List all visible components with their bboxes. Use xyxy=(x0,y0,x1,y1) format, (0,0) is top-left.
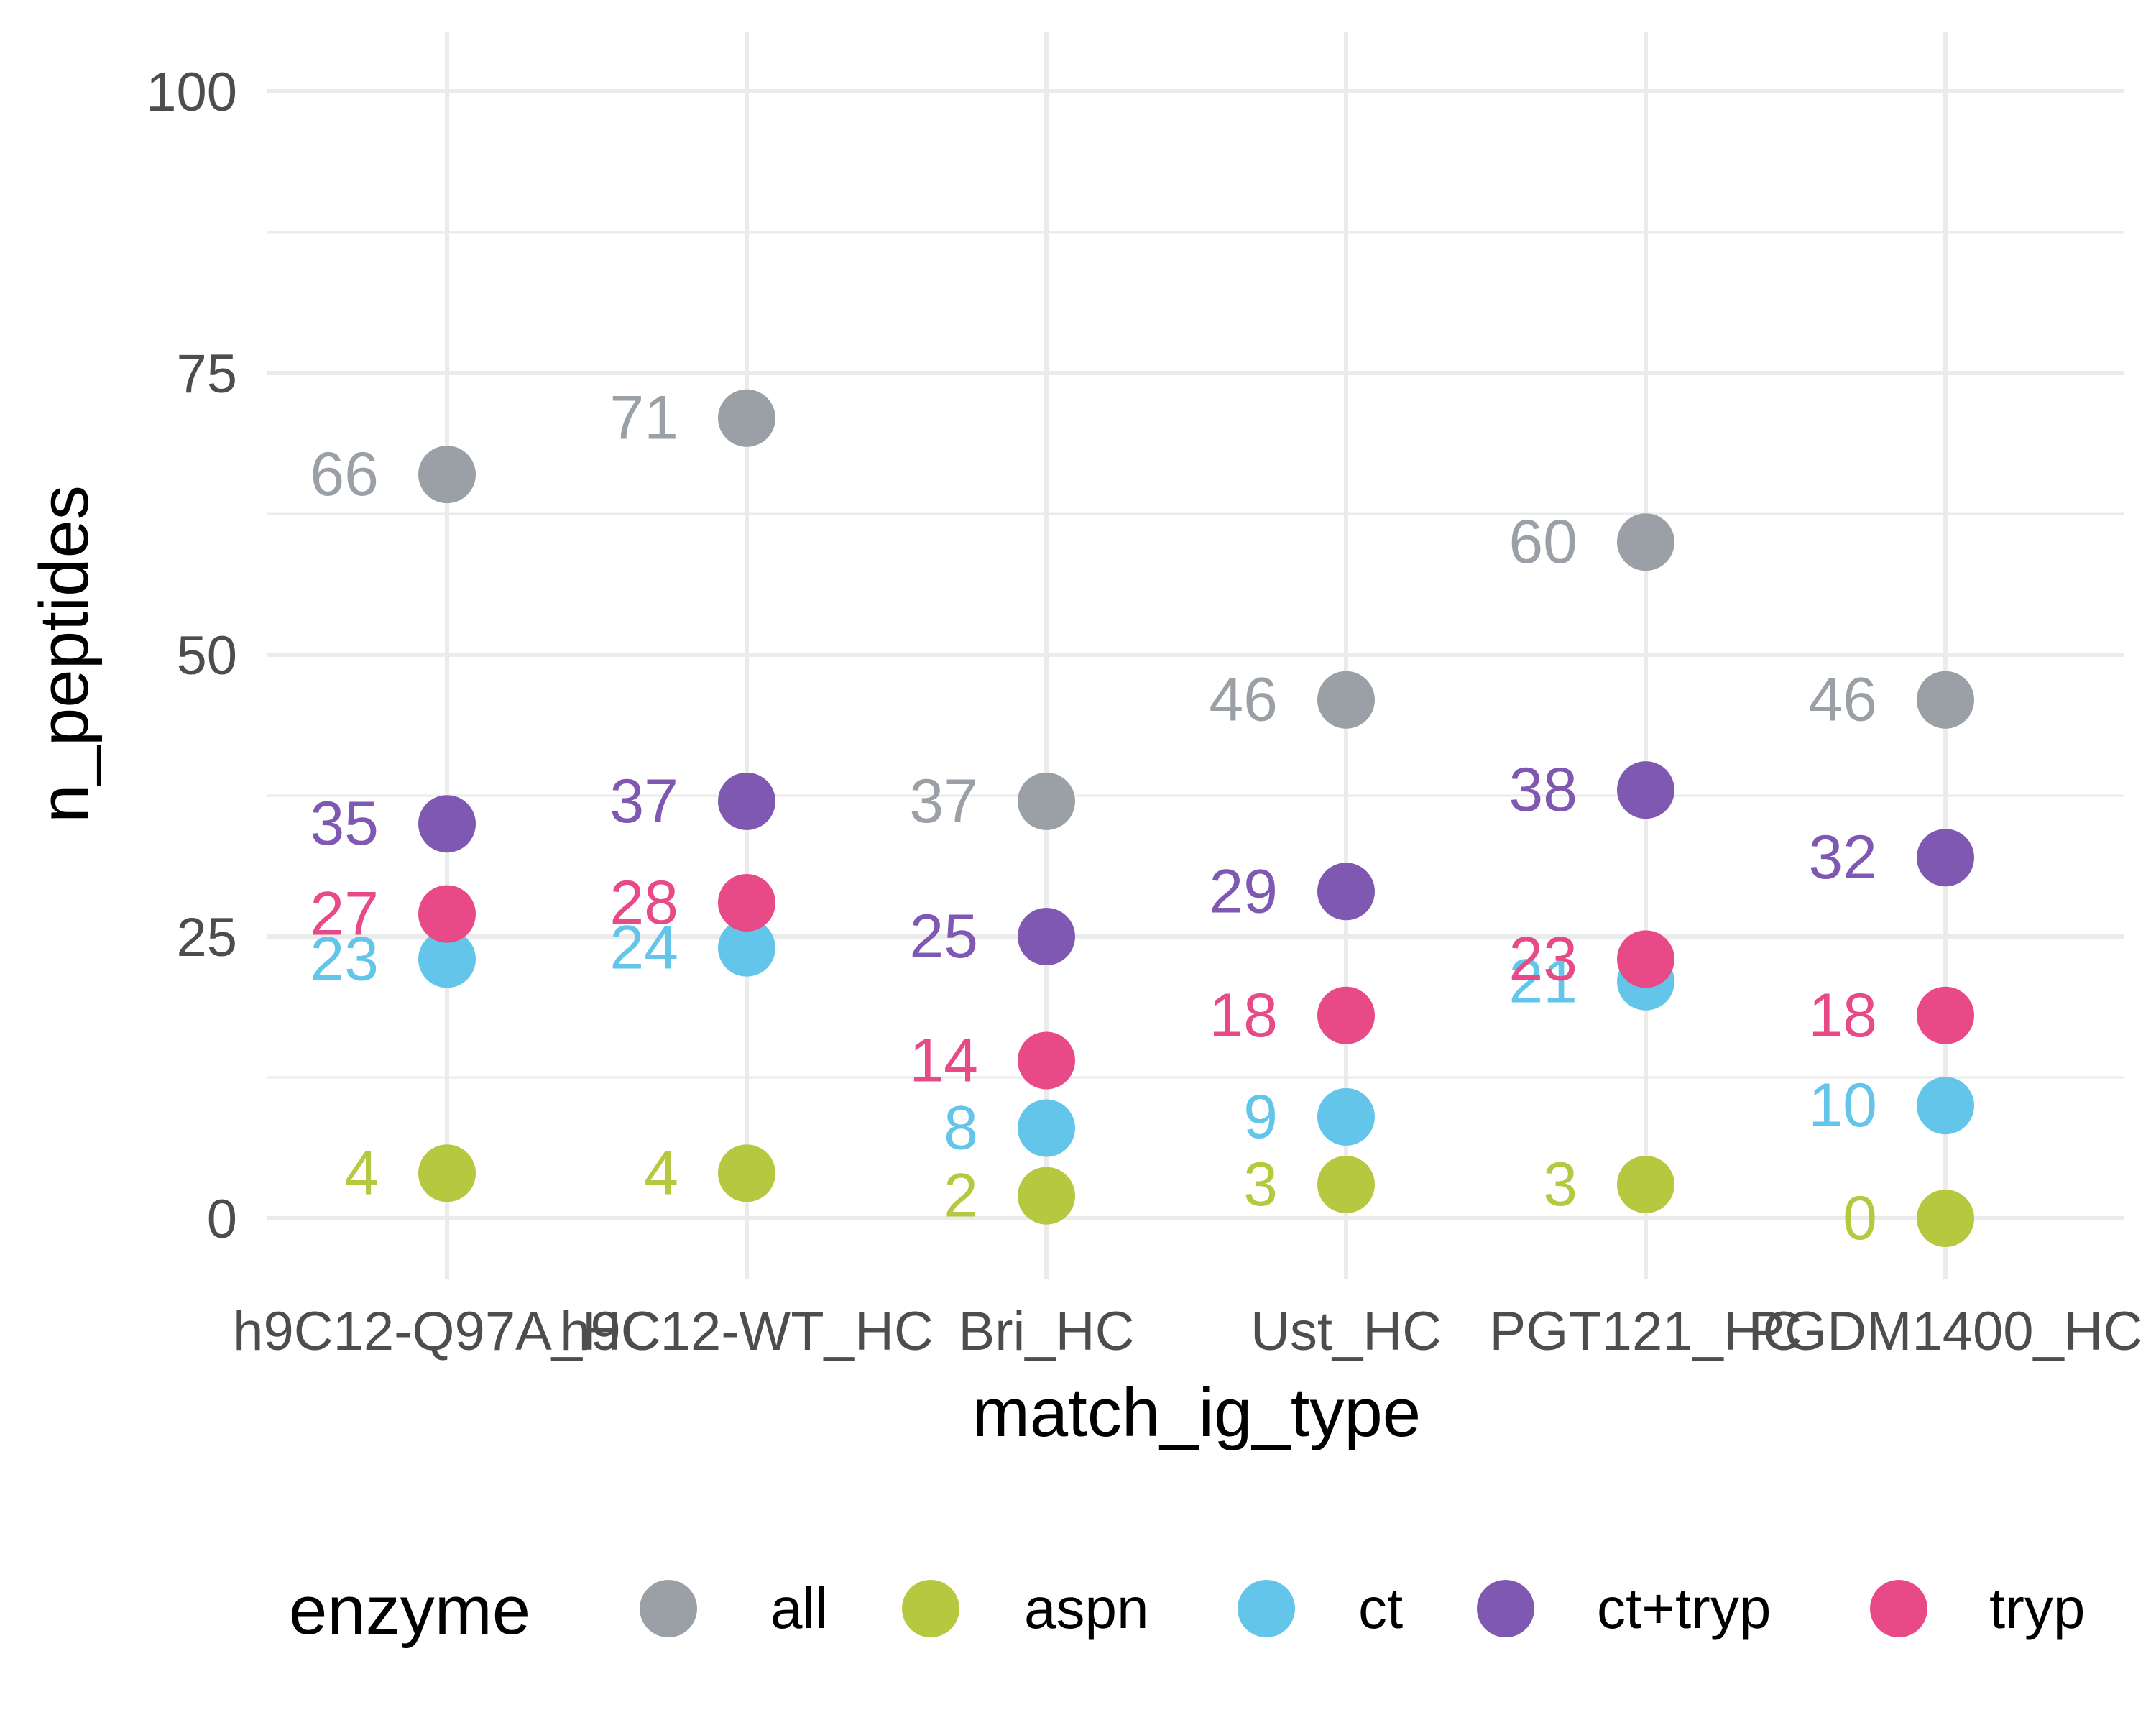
point-all xyxy=(718,389,775,447)
data-label-aspn: 0 xyxy=(1843,1184,1877,1253)
data-label-all: 71 xyxy=(609,384,678,453)
point-ct-tryp xyxy=(1018,908,1075,965)
y-tick-label: 0 xyxy=(207,1189,237,1250)
point-tryp xyxy=(1617,930,1674,988)
legend-key-ct-tryp xyxy=(1477,1580,1534,1637)
data-label-ct: 9 xyxy=(1243,1082,1278,1151)
point-aspn xyxy=(1317,1155,1375,1213)
point-tryp xyxy=(418,885,476,943)
data-label-ct: 24 xyxy=(609,914,678,983)
data-label-ct-tryp: 32 xyxy=(1808,823,1877,892)
point-aspn xyxy=(1617,1155,1674,1213)
y-tick-label: 75 xyxy=(176,344,237,405)
x-tick-label: h9C12-Q97A_HC xyxy=(233,1301,661,1362)
point-tryp xyxy=(1917,986,1974,1044)
point-tryp xyxy=(1018,1031,1075,1090)
point-ct xyxy=(1317,1087,1375,1146)
point-all xyxy=(1617,513,1674,571)
x-tick-label: PGDM1400_HC xyxy=(1748,1301,2142,1362)
legend: enzyme all aspn ct ct+tryp tryp xyxy=(289,1572,2085,1649)
data-label-tryp: 23 xyxy=(1508,924,1577,993)
point-ct-tryp xyxy=(1317,862,1375,921)
x-axis-title: match_ig_type xyxy=(972,1374,1421,1451)
point-ct-tryp xyxy=(718,772,775,830)
data-label-aspn: 4 xyxy=(644,1138,678,1208)
legend-title: enzyme xyxy=(289,1572,530,1649)
x-tick-label: PGT121_HC xyxy=(1489,1301,1802,1362)
point-ct xyxy=(1018,1099,1075,1157)
y-tick-label: 25 xyxy=(176,907,237,968)
legend-label-aspn: aspn xyxy=(1024,1576,1148,1640)
point-all xyxy=(1317,671,1375,729)
data-label-all: 46 xyxy=(1808,666,1877,735)
data-label-tryp: 28 xyxy=(609,868,678,937)
data-label-all: 46 xyxy=(1209,666,1278,735)
point-ct xyxy=(718,919,775,977)
x-tick-label: Ust_HC xyxy=(1250,1301,1442,1362)
y-tick-label: 50 xyxy=(176,625,237,686)
point-ct xyxy=(1917,1077,1974,1135)
data-label-tryp: 18 xyxy=(1209,981,1278,1050)
point-tryp xyxy=(718,873,775,932)
y-axis-title: n_peptides xyxy=(26,485,103,823)
data-label-ct: 10 xyxy=(1808,1071,1877,1140)
x-tick-label: Bri_HC xyxy=(959,1301,1135,1362)
data-label-tryp: 27 xyxy=(310,880,379,949)
point-aspn xyxy=(1018,1167,1075,1225)
data-label-aspn: 3 xyxy=(1243,1150,1278,1219)
data-label-ct-tryp: 38 xyxy=(1508,755,1577,824)
data-label-all: 60 xyxy=(1508,507,1577,576)
data-label-aspn: 3 xyxy=(1543,1150,1577,1219)
y-axis-ticks: 0 25 50 75 100 xyxy=(146,62,237,1250)
legend-key-aspn xyxy=(902,1580,959,1637)
data-points xyxy=(418,389,1974,1247)
point-aspn xyxy=(1917,1190,1974,1247)
point-all xyxy=(1917,671,1974,729)
x-tick-label: h9C12-WT_HC xyxy=(560,1301,933,1362)
data-label-ct-tryp: 37 xyxy=(609,767,678,836)
data-label-tryp: 18 xyxy=(1808,981,1877,1050)
point-all xyxy=(1018,772,1075,830)
point-aspn xyxy=(718,1144,775,1202)
legend-label-ct: ct xyxy=(1358,1576,1403,1640)
data-label-ct: 21 xyxy=(1508,947,1577,1016)
data-label-ct: 8 xyxy=(944,1094,978,1163)
legend-key-tryp xyxy=(1870,1580,1927,1637)
legend-label-tryp: tryp xyxy=(1989,1576,2085,1640)
grid xyxy=(267,32,2124,1279)
point-all xyxy=(418,446,476,504)
data-label-all: 66 xyxy=(310,440,379,509)
point-tryp xyxy=(1317,986,1375,1044)
point-aspn xyxy=(418,1144,476,1202)
data-label-ct-tryp: 29 xyxy=(1209,857,1278,926)
data-label-ct-tryp: 25 xyxy=(909,902,978,971)
data-label-ct: 23 xyxy=(310,924,379,993)
data-label-all: 37 xyxy=(909,767,978,836)
legend-label-ct-tryp: ct+tryp xyxy=(1597,1576,1771,1640)
point-ct xyxy=(418,930,476,988)
legend-label-all: all xyxy=(770,1576,828,1640)
legend-key-ct xyxy=(1238,1580,1295,1637)
data-label-ct-tryp: 35 xyxy=(310,789,379,858)
data-label-aspn: 2 xyxy=(944,1162,978,1230)
data-label-tryp: 14 xyxy=(909,1026,978,1095)
point-ct-tryp xyxy=(1617,761,1674,819)
legend-key-all xyxy=(640,1580,697,1637)
data-label-aspn: 4 xyxy=(344,1138,379,1208)
y-tick-label: 100 xyxy=(146,62,237,123)
point-ct-tryp xyxy=(418,795,476,853)
point-ct-tryp xyxy=(1917,829,1974,887)
